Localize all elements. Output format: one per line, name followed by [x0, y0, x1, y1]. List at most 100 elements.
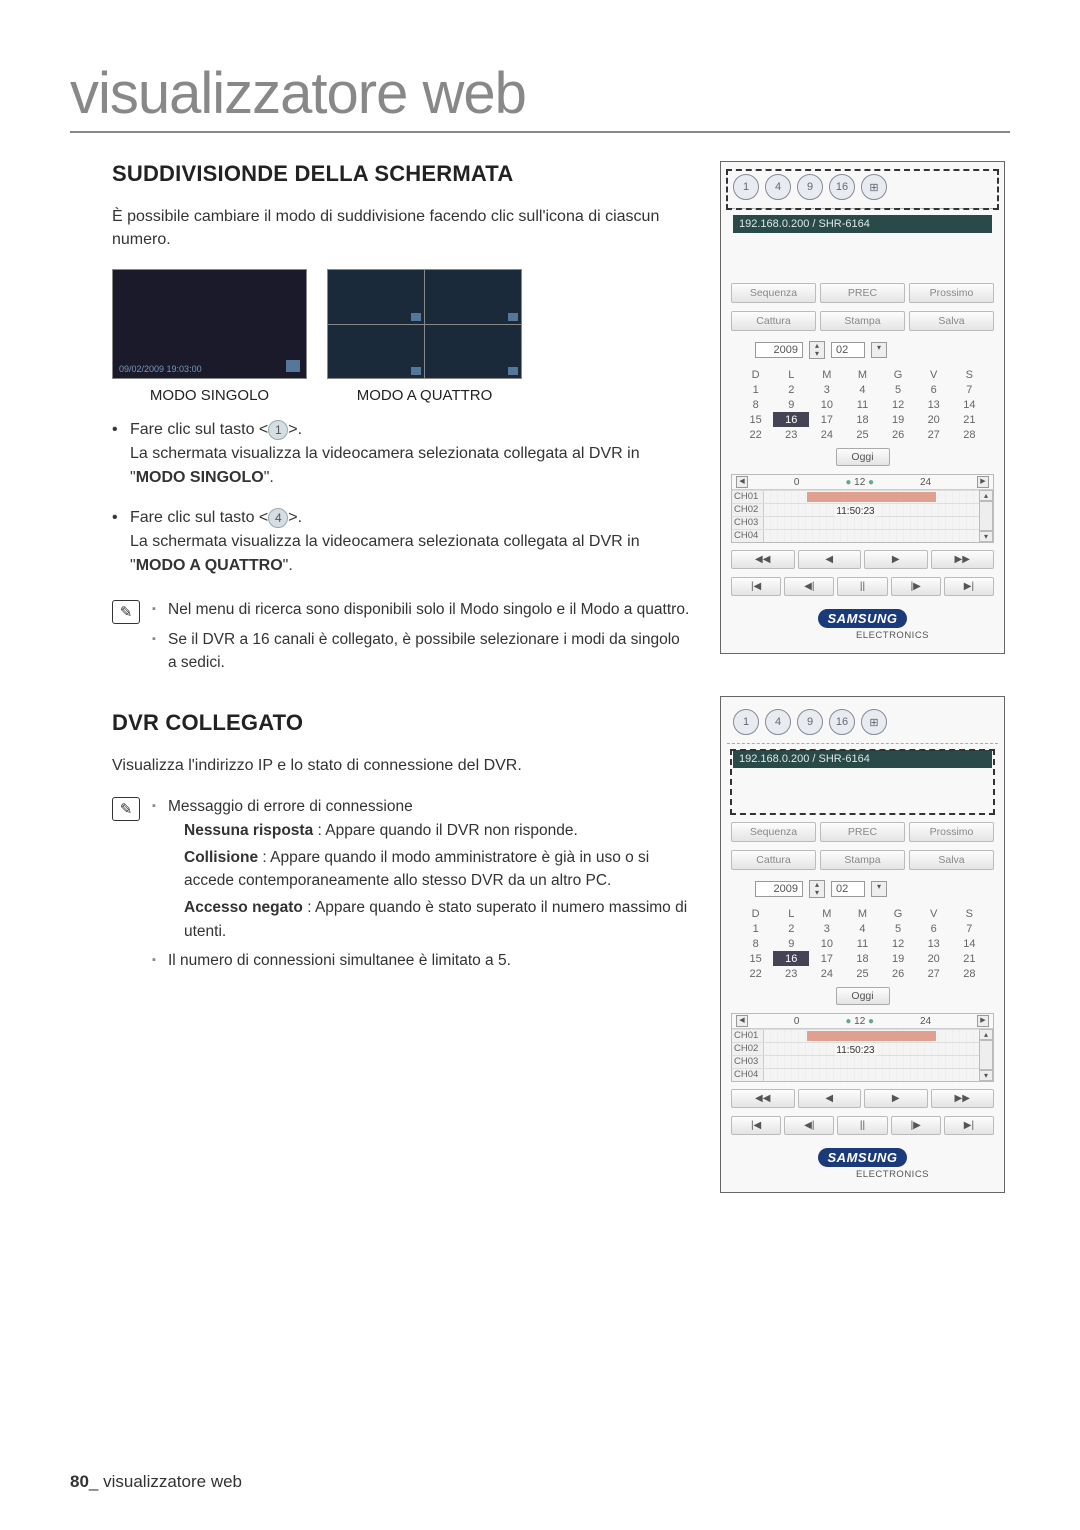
cal-day[interactable]: 9	[773, 936, 809, 951]
skip-start-button[interactable]: |◀	[731, 577, 781, 596]
cal-day[interactable]: 6	[916, 382, 952, 397]
month-dropdown[interactable]: ▾	[871, 342, 887, 358]
cal-day[interactable]: 18	[845, 412, 881, 427]
cal-day[interactable]: 9	[773, 397, 809, 412]
cal-day[interactable]: 5	[880, 382, 916, 397]
scroll-down-icon[interactable]: ▾	[979, 1070, 993, 1081]
cal-day[interactable]: 22	[738, 966, 774, 981]
cal-day[interactable]: 13	[916, 397, 952, 412]
mode-btn-full[interactable]: ⊞	[861, 174, 887, 200]
pause-button[interactable]: ||	[837, 1116, 887, 1135]
cal-day[interactable]: 24	[809, 427, 845, 442]
mode-btn-9[interactable]: 9	[797, 709, 823, 735]
cal-day[interactable]: 22	[738, 427, 774, 442]
year-input[interactable]: 2009	[755, 342, 803, 358]
cal-day[interactable]: 3	[809, 921, 845, 936]
step-fwd-button[interactable]: |▶	[891, 1116, 941, 1135]
cal-day[interactable]: 7	[952, 921, 988, 936]
cal-day[interactable]: 19	[880, 412, 916, 427]
cal-day[interactable]: 18	[845, 951, 881, 966]
cal-day[interactable]: 7	[952, 382, 988, 397]
timeline-left-icon[interactable]: ◀	[736, 1015, 748, 1027]
today-button[interactable]: Oggi	[836, 987, 890, 1005]
capture-button[interactable]: Cattura	[731, 311, 816, 331]
ch-bar[interactable]	[764, 1056, 979, 1068]
ch-bar[interactable]	[764, 530, 979, 542]
cal-day[interactable]: 25	[845, 427, 881, 442]
save-button[interactable]: Salva	[909, 850, 994, 870]
step-fwd-button[interactable]: |▶	[891, 577, 941, 596]
cal-day[interactable]: 26	[880, 966, 916, 981]
step-back-button[interactable]: ◀|	[784, 577, 834, 596]
cal-day[interactable]: 27	[916, 427, 952, 442]
month-input[interactable]: 02	[831, 342, 865, 358]
ch-bar[interactable]	[764, 1030, 979, 1042]
capture-button[interactable]: Cattura	[731, 850, 816, 870]
cal-day-selected[interactable]: 16	[773, 412, 809, 427]
month-dropdown[interactable]: ▾	[871, 881, 887, 897]
print-button[interactable]: Stampa	[820, 850, 905, 870]
next-button[interactable]: Prossimo	[909, 283, 994, 303]
rew-button[interactable]: ◀	[798, 550, 862, 569]
mode-btn-16[interactable]: 16	[829, 174, 855, 200]
cal-day[interactable]: 28	[952, 966, 988, 981]
rew-fast-button[interactable]: ◀◀	[731, 550, 795, 569]
year-spinner[interactable]: ▴▾	[809, 880, 825, 898]
cal-day-selected[interactable]: 16	[773, 951, 809, 966]
cal-day[interactable]: 2	[773, 382, 809, 397]
cal-day[interactable]: 12	[880, 397, 916, 412]
mode-btn-4[interactable]: 4	[765, 709, 791, 735]
cal-day[interactable]: 8	[738, 936, 774, 951]
prev-button[interactable]: PREC	[820, 822, 905, 842]
cal-day[interactable]: 5	[880, 921, 916, 936]
fwd-fast-button[interactable]: ▶▶	[931, 1089, 995, 1108]
cal-day[interactable]: 1	[738, 921, 774, 936]
scroll-track[interactable]	[979, 1040, 993, 1070]
ch-bar[interactable]	[764, 491, 979, 503]
timeline-right-icon[interactable]: ▶	[977, 1015, 989, 1027]
skip-start-button[interactable]: |◀	[731, 1116, 781, 1135]
timeline-left-icon[interactable]: ◀	[736, 476, 748, 488]
cal-day[interactable]: 13	[916, 936, 952, 951]
cal-day[interactable]: 10	[809, 936, 845, 951]
cal-day[interactable]: 21	[952, 412, 988, 427]
seq-button[interactable]: Sequenza	[731, 283, 816, 303]
cal-day[interactable]: 17	[809, 951, 845, 966]
cal-day[interactable]: 25	[845, 966, 881, 981]
seq-button[interactable]: Sequenza	[731, 822, 816, 842]
cal-day[interactable]: 1	[738, 382, 774, 397]
cal-day[interactable]: 4	[845, 382, 881, 397]
cal-day[interactable]: 14	[952, 936, 988, 951]
pause-button[interactable]: ||	[837, 577, 887, 596]
scroll-down-icon[interactable]: ▾	[979, 531, 993, 542]
skip-end-button[interactable]: ▶|	[944, 1116, 994, 1135]
mode-btn-1[interactable]: 1	[733, 174, 759, 200]
cal-day[interactable]: 12	[880, 936, 916, 951]
prev-button[interactable]: PREC	[820, 283, 905, 303]
scroll-up-icon[interactable]: ▴	[979, 1029, 993, 1040]
mode-btn-4[interactable]: 4	[765, 174, 791, 200]
cal-day[interactable]: 17	[809, 412, 845, 427]
year-input[interactable]: 2009	[755, 881, 803, 897]
cal-day[interactable]: 11	[845, 397, 881, 412]
cal-day[interactable]: 8	[738, 397, 774, 412]
cal-day[interactable]: 14	[952, 397, 988, 412]
rew-fast-button[interactable]: ◀◀	[731, 1089, 795, 1108]
fwd-fast-button[interactable]: ▶▶	[931, 550, 995, 569]
play-button[interactable]: ▶	[864, 1089, 928, 1108]
cal-day[interactable]: 23	[773, 427, 809, 442]
cal-day[interactable]: 6	[916, 921, 952, 936]
cal-day[interactable]: 21	[952, 951, 988, 966]
scroll-up-icon[interactable]: ▴	[979, 490, 993, 501]
mode-btn-1[interactable]: 1	[733, 709, 759, 735]
cal-day[interactable]: 20	[916, 412, 952, 427]
cal-day[interactable]: 20	[916, 951, 952, 966]
ch-bar[interactable]	[764, 1069, 979, 1081]
cal-day[interactable]: 23	[773, 966, 809, 981]
ch-bar[interactable]	[764, 517, 979, 529]
cal-day[interactable]: 3	[809, 382, 845, 397]
cal-day[interactable]: 26	[880, 427, 916, 442]
cal-day[interactable]: 11	[845, 936, 881, 951]
cal-day[interactable]: 19	[880, 951, 916, 966]
cal-day[interactable]: 2	[773, 921, 809, 936]
